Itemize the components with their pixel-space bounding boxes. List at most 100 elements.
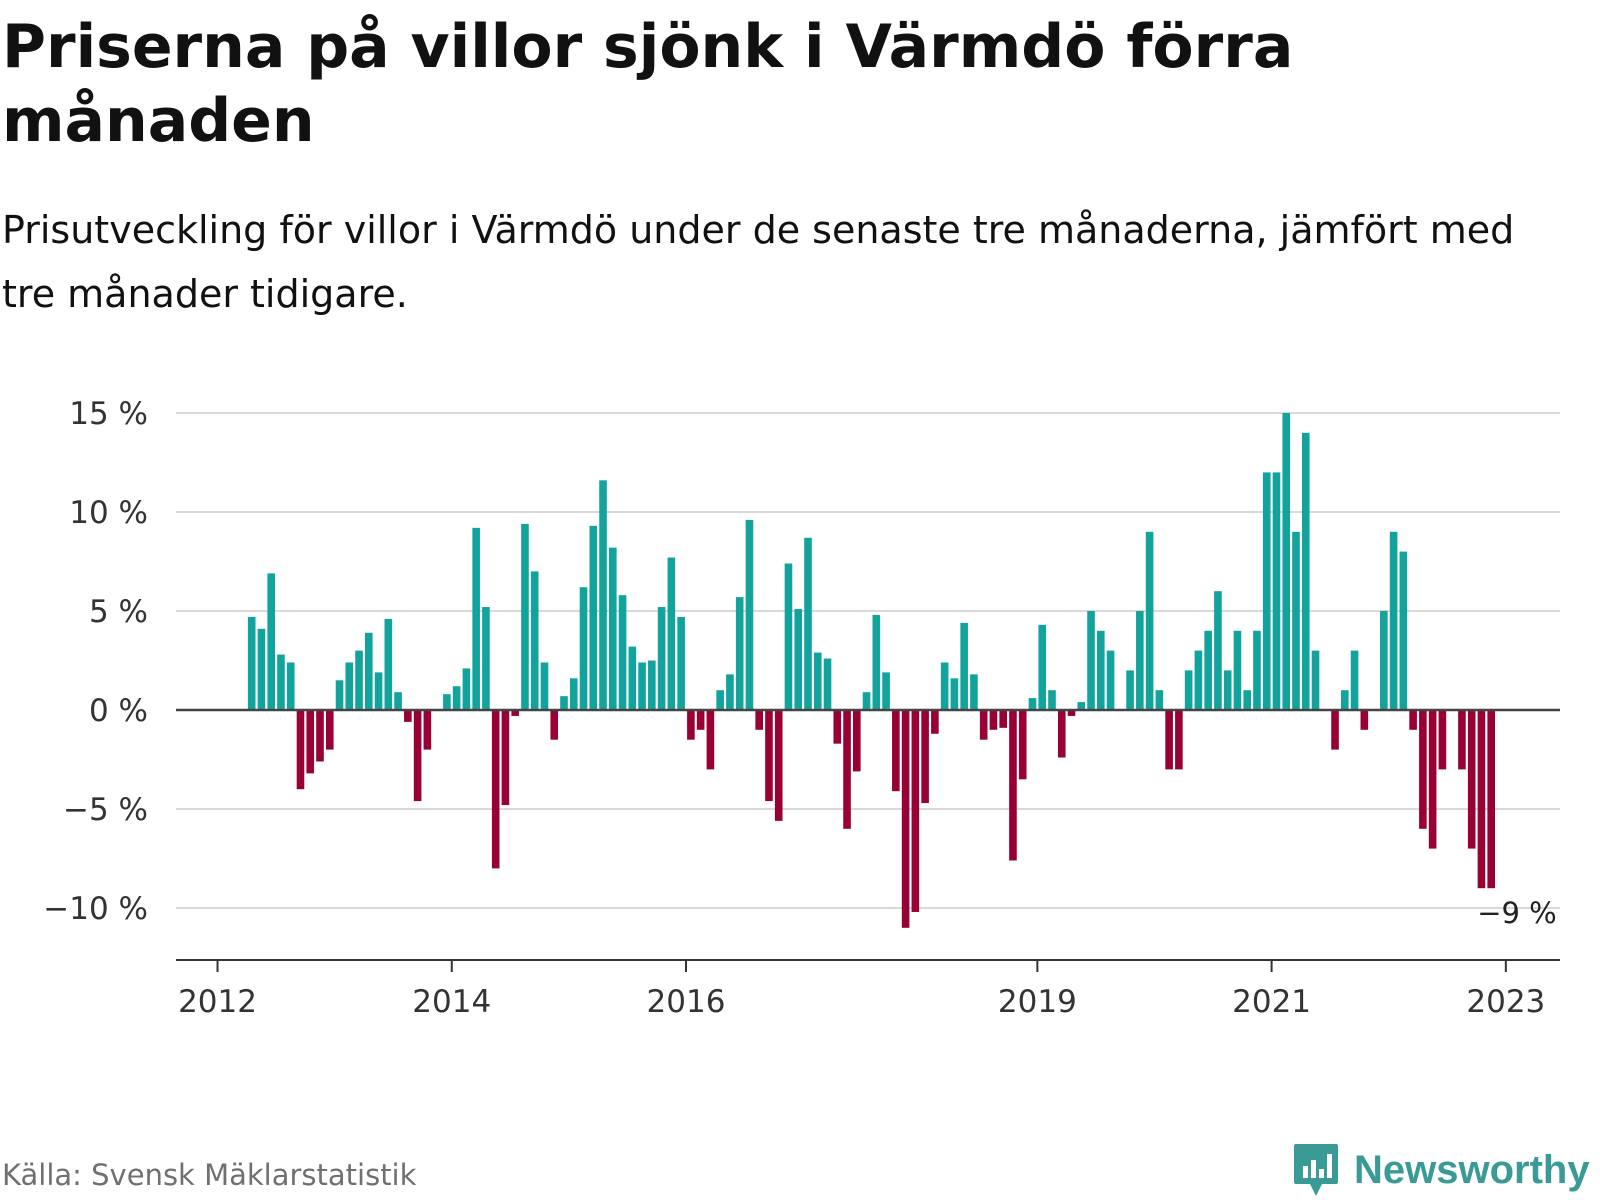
bar [472,527,480,710]
bar [950,678,959,710]
bar [560,696,568,710]
bar [579,587,588,710]
bar [1223,670,1232,710]
bar [1292,531,1300,710]
bar [1233,630,1242,710]
bar [1380,611,1388,710]
bar [1399,551,1408,710]
bar [804,537,812,710]
bar [1194,650,1203,710]
x-tick-label: 2014 [412,984,491,1020]
bar [970,674,978,710]
x-tick-label: 2021 [1232,984,1311,1020]
bar [482,607,490,710]
bar [1341,690,1349,710]
bar [784,563,793,710]
bar [316,710,324,762]
bar [374,672,383,710]
bar-chart: 15 % 10 % 5 % 0 % −5 % −10 % 2012 2014 2016 2019 2… [43,396,1560,1020]
bar [677,616,685,710]
bar [1155,690,1164,710]
bar [648,660,656,710]
bar [940,662,949,710]
bar [1419,710,1427,829]
bar [306,710,315,774]
bar [384,618,393,710]
x-tick-label: 2012 [178,984,257,1020]
bar [667,557,676,710]
bar [618,595,627,710]
bar [511,710,519,716]
x-tick-label: 2023 [1466,984,1545,1020]
bar [833,710,842,744]
bar [716,690,724,710]
bar [1389,531,1398,710]
bar [404,710,412,722]
bar [1331,710,1339,750]
newsworthy-brand[interactable]: Newsworthy [1292,1140,1590,1200]
bar [355,650,363,710]
bar [774,710,783,821]
chart-title: Priserna på villor sjönk i Värmdö förra … [2,12,1294,156]
bar [1048,690,1056,710]
bar [1243,690,1251,710]
bar [423,710,432,750]
bar [1009,710,1017,861]
bar [1204,630,1212,710]
bar [550,710,559,740]
bar [365,632,373,710]
bar [267,573,275,710]
y-tick-label: 15 % [69,396,148,432]
bar [726,674,734,710]
bar [1106,650,1115,710]
bar [696,710,705,730]
bar [823,658,832,710]
bar [921,710,929,804]
bar [892,710,900,792]
bar [862,692,871,710]
bar [1262,472,1271,710]
bar [599,480,607,710]
bar [999,710,1007,728]
bar [501,710,510,806]
bar [813,652,822,710]
y-tick-label: −5 % [63,792,148,828]
bar [1282,413,1291,710]
bar [931,710,939,734]
bar [609,547,617,710]
bar [540,662,549,710]
y-tick-label: 5 % [89,594,148,630]
bar [1136,611,1144,710]
bar [706,710,715,770]
bar [960,622,968,710]
bar [1487,710,1495,889]
bar [1428,710,1437,849]
bar [345,662,354,710]
bar [755,710,763,730]
bar [911,710,920,912]
bar [286,662,295,710]
bar [530,571,539,710]
bar [1311,650,1320,710]
bar [872,614,881,710]
bar [1360,710,1369,730]
bar [1018,710,1027,780]
bar [1087,611,1095,710]
bar [1145,531,1154,710]
bar [296,710,305,790]
bar [1097,630,1105,710]
bar [628,646,637,710]
bar [1165,710,1173,770]
bar [735,597,744,710]
x-tick-label: 2016 [647,984,726,1020]
bar [257,628,266,710]
x-tick-label: 2019 [998,984,1077,1020]
bar [657,607,666,710]
source-note: Källa: Svensk Mäklarstatistik [2,1158,417,1192]
last-value-label: −9 % [1477,896,1557,930]
bar [1028,698,1037,710]
bar [521,523,529,710]
bar [413,710,422,802]
bar [491,710,500,869]
bar [882,672,890,710]
